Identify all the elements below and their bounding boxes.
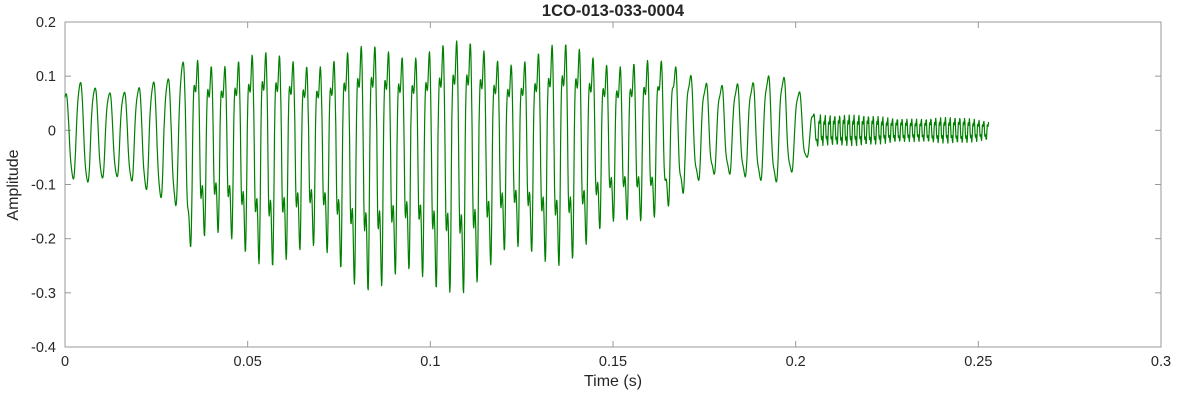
y-tick-label: -0.3: [31, 286, 56, 302]
x-tick-label: 0.1: [420, 354, 440, 370]
y-tick-label: -0.1: [31, 178, 56, 194]
waveform-line: [64, 40, 990, 294]
x-tick-label: 0.15: [599, 354, 627, 370]
y-tick-label: 0: [48, 123, 56, 139]
y-tick-label: -0.4: [31, 340, 56, 356]
x-tick-label: 0.05: [234, 354, 262, 370]
chart-title: 1CO-013-033-0004: [541, 2, 685, 20]
y-tick-label: -0.2: [31, 232, 56, 248]
y-tick-label: 0.2: [36, 15, 56, 31]
x-tick-label: 0.2: [786, 354, 806, 370]
y-tick-label: 0.1: [36, 69, 56, 85]
axes-box: [64, 21, 1162, 348]
x-tick-label: 0.3: [1151, 354, 1171, 370]
x-tick-label: 0: [61, 354, 69, 370]
x-tick-label: 0.25: [964, 354, 992, 370]
x-axis-label: Time (s): [583, 373, 643, 390]
